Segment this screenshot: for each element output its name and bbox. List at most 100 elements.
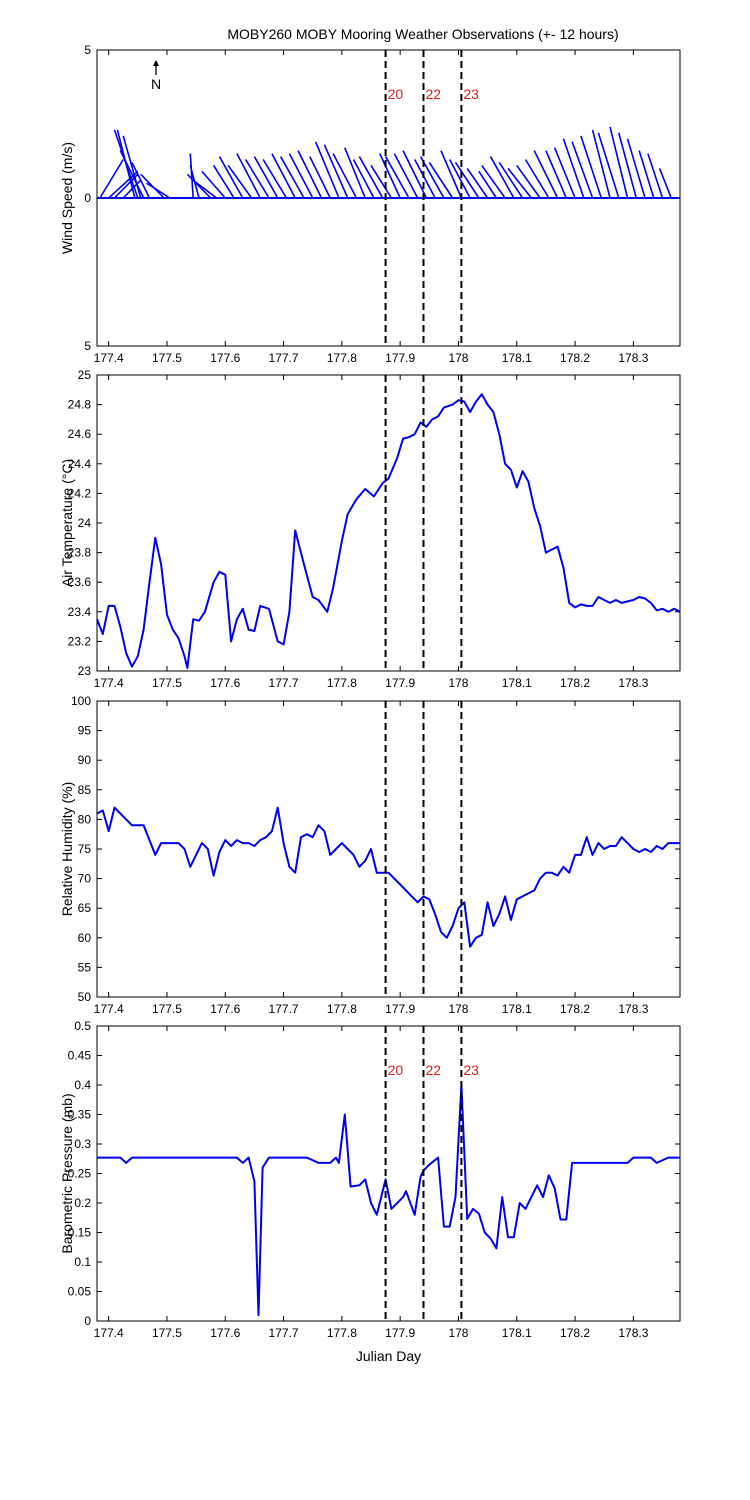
humidity-x-tick-label: 177.7 <box>269 1002 299 1016</box>
wind-wind-stick <box>262 159 288 199</box>
wind-wind-stick <box>323 144 349 199</box>
airtemp-y-tick-label: 23.8 <box>68 546 92 560</box>
wind-x-tick-label: 177.8 <box>327 351 357 365</box>
pressure-y-tick-label: 0.5 <box>74 1019 91 1033</box>
airtemp-y-tick-label: 23 <box>78 664 92 678</box>
humidity-y-tick-label: 85 <box>78 783 92 797</box>
wind-wind-stick <box>212 165 235 199</box>
airtemp-x-tick-label: 177.4 <box>94 676 124 690</box>
pressure-y-tick-label: 0.1 <box>74 1255 91 1269</box>
wind-wind-stick <box>489 156 515 199</box>
airtemp-y-tick-label: 23.2 <box>68 634 92 648</box>
wind-wind-stick <box>332 153 358 199</box>
humidity-x-tick-label: 177.8 <box>327 1002 357 1016</box>
airtemp-y-tick-label: 23.4 <box>68 605 92 619</box>
wind-marker-label: 23 <box>463 86 479 102</box>
airtemp-panel: 177.4 177.5 177.6 177.7 177.8 177.9 178 178.1 17… <box>59 368 681 690</box>
airtemp-x-tick-label: 177.7 <box>269 676 299 690</box>
humidity-y-tick-label: 100 <box>71 694 91 708</box>
humidity-y-tick-label: 90 <box>78 753 92 767</box>
pressure-x-tick-label: 177.5 <box>152 1326 182 1340</box>
wind-wind-stick <box>638 150 655 199</box>
pressure-series-line <box>97 1084 680 1317</box>
wind-wind-stick <box>297 150 323 199</box>
wind-wind-stick <box>186 173 212 199</box>
wind-y-axis-label: Wind Speed (m/s) <box>59 142 75 254</box>
airtemp-y-tick-label: 24.8 <box>68 398 92 412</box>
humidity-y-tick-label: 55 <box>78 960 92 974</box>
wind-x-tick-label: 177.6 <box>210 351 240 365</box>
humidity-x-tick-label: 178.1 <box>502 1002 532 1016</box>
wind-wind-stick <box>379 153 401 199</box>
humidity-x-tick-label: 178.3 <box>618 1002 648 1016</box>
wind-wind-stick <box>309 156 331 199</box>
pressure-x-tick-label: 177.7 <box>269 1326 299 1340</box>
humidity-x-tick-label: 178.2 <box>560 1002 590 1016</box>
pressure-y-tick-label: 0.2 <box>74 1196 91 1210</box>
airtemp-y-tick-label: 24.4 <box>68 457 92 471</box>
wind-wind-stick <box>591 129 611 199</box>
pressure-y-tick-label: 0.45 <box>68 1049 92 1063</box>
pressure-marker-label: 20 <box>388 1062 404 1078</box>
wind-wind-stick <box>314 141 340 199</box>
airtemp-y-tick-label: 25 <box>78 368 92 382</box>
humidity-y-tick-label: 80 <box>78 812 92 826</box>
wind-wind-stick <box>358 156 384 199</box>
wind-x-tick-label: 178.2 <box>560 351 590 365</box>
pressure-y-tick-label: 0.05 <box>68 1285 92 1299</box>
wind-y-tick-label: 5 <box>84 43 91 57</box>
airtemp-x-tick-label: 178.3 <box>618 676 648 690</box>
wind-wind-stick <box>393 153 419 199</box>
humidity-y-tick-label: 70 <box>78 872 92 886</box>
pressure-y-tick-label: 0.4 <box>74 1078 91 1092</box>
pressure-x-tick-label: 178.3 <box>618 1326 648 1340</box>
airtemp-x-tick-label: 177.6 <box>210 676 240 690</box>
humidity-y-tick-label: 60 <box>78 931 92 945</box>
wind-wind-stick <box>236 153 261 199</box>
wind-y-tick-label: 0 <box>84 191 91 205</box>
pressure-x-tick-label: 178.2 <box>560 1326 590 1340</box>
wind-wind-stick <box>189 153 194 199</box>
pressure-x-tick-label: 177.4 <box>94 1326 124 1340</box>
wind-wind-stick <box>253 156 279 199</box>
pressure-y-tick-label: 0.35 <box>68 1108 92 1122</box>
wind-wind-stick <box>580 135 603 199</box>
pressure-y-tick-label: 0 <box>84 1314 91 1328</box>
humidity-panel: 177.4 177.5 177.6 177.7 177.8 177.9 178 178.1 17… <box>59 694 681 1016</box>
wind-x-tick-label: 177.9 <box>385 351 415 365</box>
airtemp-x-tick-label: 177.5 <box>152 676 182 690</box>
wind-wind-stick <box>344 147 366 199</box>
airtemp-y-tick-label: 24.6 <box>68 427 92 441</box>
wind-wind-stick <box>507 167 532 199</box>
wind-wind-stick <box>99 159 124 199</box>
wind-wind-stick <box>478 170 498 199</box>
wind-wind-stick <box>466 167 489 199</box>
wind-wind-stick <box>428 162 454 199</box>
pressure-x-tick-label: 178 <box>448 1326 468 1340</box>
north-arrowhead-icon <box>153 60 159 66</box>
wind-x-tick-label: 178.1 <box>502 351 532 365</box>
pressure-marker-label: 23 <box>463 1062 479 1078</box>
airtemp-x-tick-label: 177.8 <box>327 676 357 690</box>
figure-title: MOBY260 MOBY Mooring Weather Observation… <box>227 26 618 42</box>
pressure-panel: 177.4 177.5 177.6 177.7 177.8 177.9 178 178.1 17… <box>59 1019 681 1364</box>
wind-wind-stick <box>524 159 550 199</box>
pressure-y-tick-label: 0.25 <box>68 1167 92 1181</box>
wind-wind-stick <box>618 132 638 199</box>
humidity-x-tick-label: 178 <box>448 1002 468 1016</box>
wind-wind-stick <box>609 126 629 199</box>
airtemp-y-tick-label: 24.2 <box>68 486 92 500</box>
humidity-x-tick-label: 177.6 <box>210 1002 240 1016</box>
pressure-y-axis-label: Barometric Pressure (mb) <box>59 1093 75 1253</box>
wind-wind-stick <box>414 159 436 199</box>
wind-wind-stick <box>626 138 646 199</box>
wind-wind-stick <box>402 150 428 199</box>
pressure-x-tick-label: 177.9 <box>385 1326 415 1340</box>
wind-wind-stick <box>146 182 171 199</box>
airtemp-y-tick-label: 23.6 <box>68 575 92 589</box>
wind-wind-stick <box>384 156 410 199</box>
pressure-y-tick-label: 0.3 <box>74 1137 91 1151</box>
wind-wind-stick <box>119 150 145 199</box>
wind-wind-stick <box>218 156 244 199</box>
